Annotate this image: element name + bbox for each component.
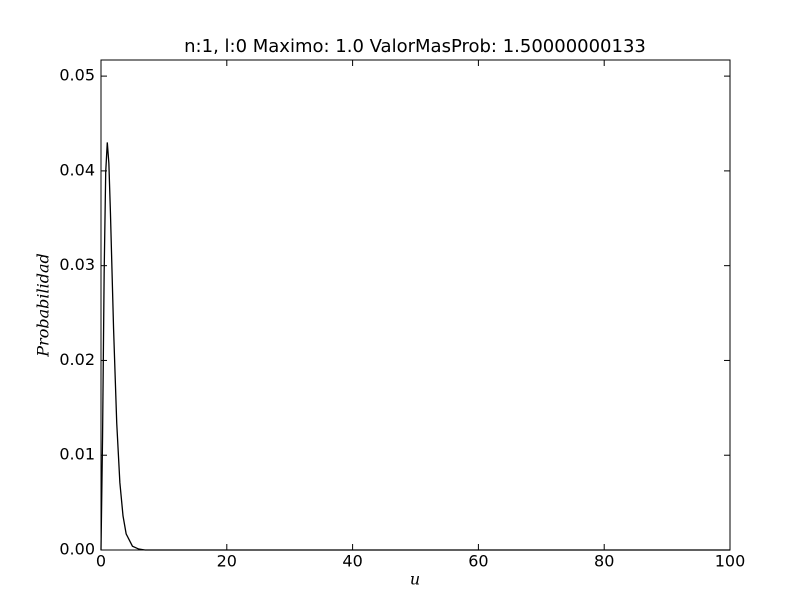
chart-title: n:1, l:0 Maximo: 1.0 ValorMasProb: 1.500… bbox=[184, 36, 646, 57]
y-tick-label: 0.01 bbox=[59, 445, 95, 464]
y-tick-label: 0.04 bbox=[59, 160, 95, 179]
y-tick-label: 0.00 bbox=[59, 540, 95, 559]
x-tick-label: 40 bbox=[342, 552, 362, 571]
y-tick-label: 0.02 bbox=[59, 350, 95, 369]
y-tick-label: 0.03 bbox=[59, 255, 95, 274]
y-axis-label: Probabilidad bbox=[34, 253, 53, 357]
x-axis-label: u bbox=[410, 570, 420, 589]
x-tick-label: 80 bbox=[594, 552, 614, 571]
data-line bbox=[100, 142, 730, 551]
x-tick-label: 0 bbox=[96, 552, 106, 571]
plot-frame bbox=[100, 59, 731, 551]
x-tick-label: 100 bbox=[715, 552, 746, 571]
x-tick-label: 20 bbox=[217, 552, 237, 571]
x-tick-label: 60 bbox=[468, 552, 488, 571]
y-tick-label: 0.05 bbox=[59, 66, 95, 85]
